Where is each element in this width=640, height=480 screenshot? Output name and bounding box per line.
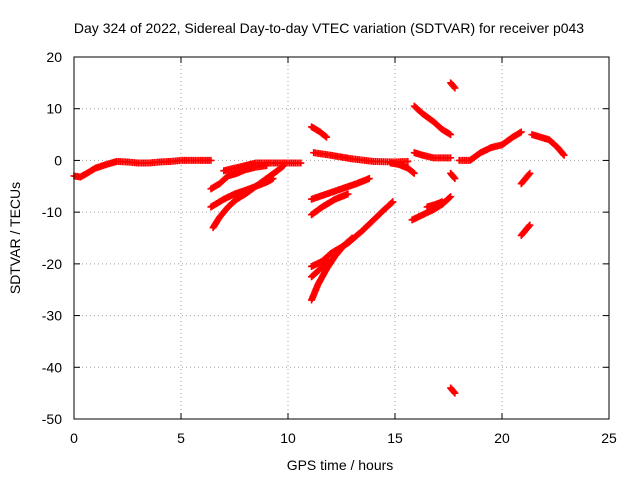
- y-axis-label: SDTVAR / TECUs: [7, 182, 23, 294]
- data-point: [525, 222, 533, 230]
- data-point: [450, 83, 458, 91]
- data-point: [344, 190, 352, 198]
- data-point: [526, 169, 534, 177]
- data-point: [388, 199, 396, 207]
- data-point: [410, 169, 418, 177]
- data-point: [325, 257, 333, 265]
- data-point: [365, 175, 373, 183]
- x-tick-label: 10: [280, 430, 296, 446]
- x-tick-label: 25: [601, 430, 617, 446]
- data-point: [560, 151, 568, 159]
- data-point: [450, 173, 458, 181]
- data-point: [447, 193, 455, 201]
- y-tick-label: 10: [46, 101, 62, 117]
- data-point: [438, 198, 446, 206]
- y-tick-label: -20: [42, 256, 62, 272]
- data-point: [525, 170, 533, 178]
- data-point: [323, 133, 331, 141]
- data-point: [348, 234, 356, 242]
- data-point: [451, 389, 459, 397]
- data-point: [207, 156, 215, 164]
- y-tick-label: -40: [42, 359, 62, 375]
- y-tick-label: -30: [42, 308, 62, 324]
- data-point: [279, 162, 287, 170]
- grid-lines: [74, 57, 609, 419]
- data-series: [70, 79, 568, 397]
- data-point: [321, 132, 329, 140]
- data-point: [447, 154, 455, 162]
- x-tick-label: 20: [494, 430, 510, 446]
- x-tick-label: 0: [70, 430, 78, 446]
- data-point: [389, 198, 397, 206]
- plot-frame: [73, 56, 610, 420]
- data-point: [446, 193, 454, 201]
- x-axis-label: GPS time / hours: [287, 457, 394, 473]
- y-tick-label: -10: [42, 204, 62, 220]
- data-point: [450, 388, 458, 396]
- x-tick-label: 15: [387, 430, 403, 446]
- y-tick-label: 20: [46, 49, 62, 65]
- data-point: [447, 131, 455, 139]
- data-point: [280, 162, 288, 170]
- data-point: [451, 175, 459, 183]
- y-tick-label: -50: [42, 411, 62, 427]
- x-tick-label: 5: [177, 430, 185, 446]
- data-point: [347, 235, 355, 243]
- axis-ticks: 0 5 10 15 20 25 -50 -40 -30 -20 -10 0 10 20: [42, 49, 617, 446]
- data-point: [517, 128, 525, 136]
- y-tick-label: 0: [54, 152, 62, 168]
- data-point: [409, 168, 417, 176]
- data-point: [324, 258, 332, 266]
- data-point: [451, 84, 459, 92]
- data-point: [559, 150, 567, 158]
- data-point: [526, 221, 534, 229]
- data-point: [297, 159, 305, 167]
- data-point: [404, 157, 412, 165]
- chart-title: Day 324 of 2022, Sidereal Day-to-day VTE…: [74, 20, 584, 36]
